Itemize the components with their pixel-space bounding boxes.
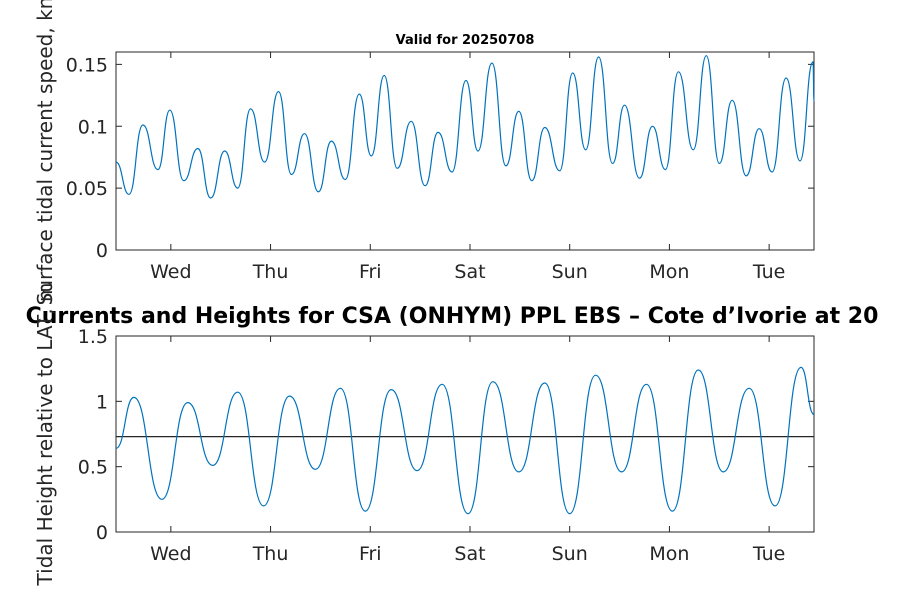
series-line [115,55,815,199]
plot-area-frame [115,335,815,533]
x-tick-label: Sun [552,543,588,565]
plot-area-frame [115,51,815,251]
x-tick-label: Wed [150,261,191,283]
x-tick-label: Wed [150,543,191,565]
y-tick-label: 0.5 [78,457,108,479]
y-tick-label: 0.05 [66,178,108,200]
y-tick-label: 0 [96,522,108,544]
x-tick-label: Tue [752,261,785,283]
x-tick-label: Mon [649,543,689,565]
x-tick-label: Tue [752,543,785,565]
x-tick-label: Mon [649,261,689,283]
y-tick-label: 0.15 [66,54,108,76]
y-axis-label: Tidal Height relative to LAT, m [33,283,57,587]
y-tick-label: 1 [96,391,108,413]
x-tick-label: Sat [454,261,485,283]
series-line [115,366,815,515]
x-tick-label: Sat [454,543,485,565]
x-tick-label: Sun [552,261,588,283]
y-tick-label: 1.5 [78,326,108,348]
chart-title: Currents and Heights for CSA (ONHYM) PPL… [26,304,879,329]
x-tick-label: Fri [359,261,382,283]
y-axis-label: Surface tidal current speed, kn [33,0,57,305]
x-tick-label: Thu [252,261,289,283]
y-tick-label: 0 [96,240,108,262]
x-tick-label: Thu [252,543,289,565]
tidal-height-panel: 0 0.5 1 1.5 Wed Thu Fri Sat Sun Mon Tue Currents an… [26,283,879,587]
y-tick-label: 0.1 [78,116,108,138]
x-tick-label: Fri [359,543,382,565]
current-speed-panel: 0 0.05 0.1 0.15 Wed Thu Fri Sat Sun Mon Tue Valid f… [33,0,815,305]
chart-title: Valid for 20250708 [396,33,535,48]
